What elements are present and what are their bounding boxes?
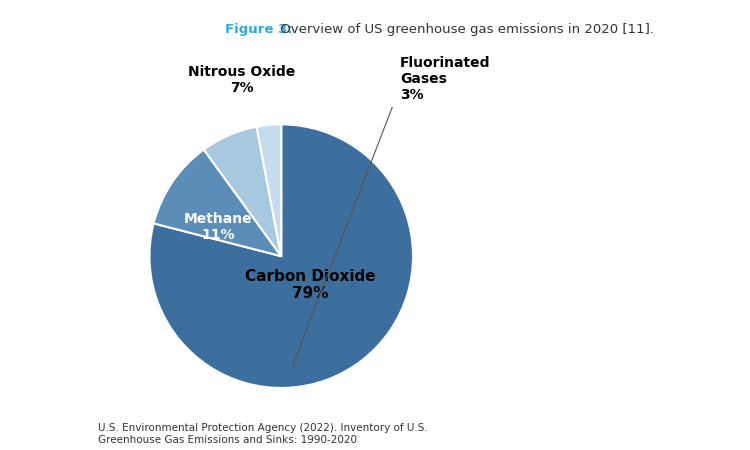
- Wedge shape: [256, 124, 281, 256]
- Text: Methane
11%: Methane 11%: [184, 212, 252, 242]
- Text: U.S. Environmental Protection Agency (2022). Inventory of U.S.
Greenhouse Gas Em: U.S. Environmental Protection Agency (20…: [98, 423, 427, 445]
- Text: Nitrous Oxide
7%: Nitrous Oxide 7%: [188, 65, 296, 95]
- Text: Overview of US greenhouse gas emissions in 2020 [11].: Overview of US greenhouse gas emissions …: [276, 22, 654, 36]
- Wedge shape: [154, 149, 281, 256]
- Wedge shape: [204, 127, 281, 256]
- Text: Figure 3:: Figure 3:: [225, 22, 292, 36]
- Wedge shape: [149, 124, 413, 388]
- Text: Carbon Dioxide
79%: Carbon Dioxide 79%: [245, 269, 376, 302]
- Text: Fluorinated
Gases
3%: Fluorinated Gases 3%: [400, 56, 490, 102]
